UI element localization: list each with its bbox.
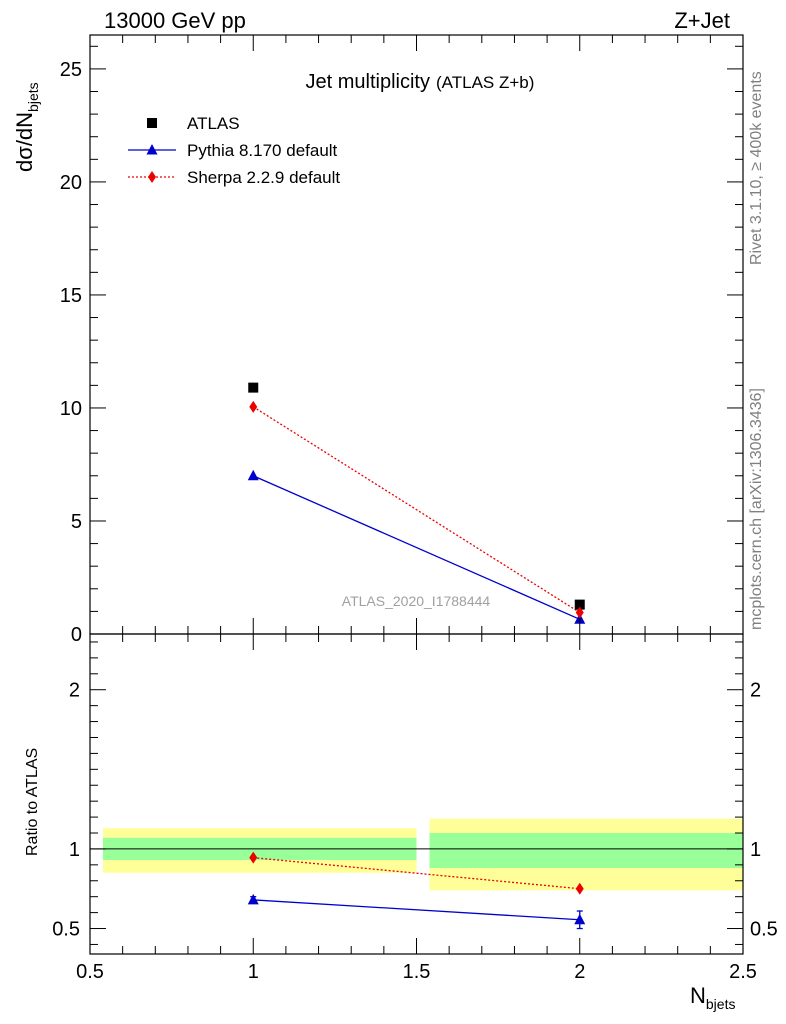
watermark: ATLAS_2020_I1788444 xyxy=(342,593,491,609)
ratio-band-green-1 xyxy=(429,833,743,869)
ratio-xtick-label-3: 2 xyxy=(574,961,585,983)
ratio-ytick-label-right-2: 2 xyxy=(750,680,761,702)
svg-text:dσ/dNbjets: dσ/dNbjets xyxy=(12,82,41,172)
ratio-plot-area: 0.5 0.5 1 1 2 2 0.5 1 1.5 2 2.5 xyxy=(52,633,778,983)
side-label-bottom: mcplots.cern.ch [arXiv:1306.3436] xyxy=(748,388,765,630)
main-ytick-label-2: 10 xyxy=(60,398,82,420)
header-right: Z+Jet xyxy=(674,8,730,33)
ratio-point-s0-1 xyxy=(574,913,586,925)
main-y-label-text: dσ/dN xyxy=(12,112,37,172)
ratio-point-s1-1 xyxy=(575,882,584,895)
main-point-s2-1 xyxy=(575,606,584,619)
x-label-text: N xyxy=(690,983,706,1008)
main-ytick-label-4: 20 xyxy=(60,172,82,194)
legend-label-1: Pythia 8.170 default xyxy=(187,141,338,160)
ratio-ytick-label-left-2: 2 xyxy=(69,680,80,702)
main-y-axis-label: dσ/dNbjets xyxy=(12,82,41,172)
main-point-s2-0 xyxy=(249,400,258,413)
header-left: 13000 GeV pp xyxy=(104,8,246,33)
legend: ATLAS Pythia 8.170 default Sherpa 2.2.9 de… xyxy=(128,114,340,187)
x-axis-label: Nbjets xyxy=(690,983,735,1012)
main-ytick-label-3: 15 xyxy=(60,285,82,307)
ratio-xtick-label-2: 1.5 xyxy=(403,961,431,983)
main-ytick-label-0: 0 xyxy=(71,624,82,646)
ratio-series-line-1 xyxy=(253,857,580,890)
ratio-ytick-label-left-1: 1 xyxy=(69,839,80,861)
main-series-line-2 xyxy=(252,406,581,614)
legend-label-2: Sherpa 2.2.9 default xyxy=(187,168,340,187)
ratio-y-axis-label: Ratio to ATLAS xyxy=(24,748,41,856)
main-plot-area: 0 5 10 15 20 25 xyxy=(60,34,744,646)
ratio-frame xyxy=(89,633,744,955)
ratio-xtick-label-0: 0.5 xyxy=(76,961,104,983)
main-point-s0-1 xyxy=(574,599,585,610)
legend-marker-0 xyxy=(147,118,157,128)
main-series-line-1 xyxy=(252,475,581,620)
legend-label-0: ATLAS xyxy=(187,114,240,133)
legend-marker-1 xyxy=(146,144,158,155)
main-ytick-label-1: 5 xyxy=(71,511,82,533)
ratio-panel: 0.5 0.5 1 1 2 2 0.5 1 1.5 2 2.5 Ratio to ATLAS Nbj… xyxy=(24,633,778,1012)
ratio-point-s1-0 xyxy=(249,851,258,864)
main-ytick-label-5: 25 xyxy=(60,59,82,81)
legend-marker-2 xyxy=(148,171,156,183)
main-y-label-sub: bjets xyxy=(25,82,41,112)
ratio-xtick-label-1: 1 xyxy=(248,961,259,983)
main-title: Jet multiplicity xyxy=(306,71,430,93)
main-subtitle: (ATLAS Z+b) xyxy=(436,73,534,92)
ratio-ytick-label-right-1: 1 xyxy=(750,839,761,861)
ratio-ytick-label-right-0: 0.5 xyxy=(750,919,778,941)
ratio-point-s0-0 xyxy=(247,893,259,905)
main-point-s1-0 xyxy=(247,469,259,481)
ratio-xtick-label-4: 2.5 xyxy=(729,961,757,983)
x-label-sub: bjets xyxy=(706,996,736,1012)
side-label-top: Rivet 3.1.10, ≥ 400k events xyxy=(748,71,765,265)
ratio-series-line-0 xyxy=(253,899,580,921)
main-point-s0-0 xyxy=(248,382,259,393)
ratio-ytick-label-left-0: 0.5 xyxy=(52,919,80,941)
